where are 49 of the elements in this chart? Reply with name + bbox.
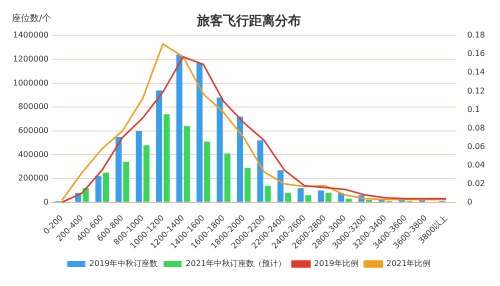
y2-tick-label: 0.06 bbox=[467, 142, 485, 151]
bar bbox=[285, 192, 292, 202]
y2-tick-label: 0.12 bbox=[467, 86, 485, 96]
bar bbox=[277, 170, 284, 202]
legend-label: 2021年比例 bbox=[386, 259, 431, 268]
bar bbox=[244, 168, 251, 202]
legend-label: 2019年比例 bbox=[314, 259, 358, 268]
y-tick-label: 1000000 bbox=[12, 78, 49, 88]
y2-tick-label: 0.02 bbox=[467, 178, 485, 188]
bar bbox=[236, 116, 244, 202]
y2-tick-label: 0.16 bbox=[467, 49, 485, 58]
bar bbox=[224, 154, 230, 202]
bar bbox=[216, 98, 223, 202]
y-tick-label: 800000 bbox=[18, 102, 49, 112]
bar bbox=[136, 130, 142, 202]
bar bbox=[346, 198, 352, 202]
bar bbox=[318, 190, 324, 202]
bar bbox=[305, 195, 312, 202]
y2-tick-label: 0.1 bbox=[467, 104, 480, 114]
bar bbox=[143, 145, 150, 202]
bar bbox=[298, 188, 304, 202]
bar bbox=[123, 162, 130, 202]
bar bbox=[204, 142, 210, 202]
y-tick-label: 600000 bbox=[18, 126, 49, 135]
bar bbox=[264, 186, 271, 202]
y-tick-label: 200000 bbox=[18, 174, 49, 183]
y-tick-label: 400000 bbox=[18, 150, 49, 159]
chart-title: 旅客飞行距离分布 bbox=[196, 13, 301, 30]
y-tick-label: 0 bbox=[44, 197, 49, 206]
bar bbox=[102, 172, 110, 202]
y2-tick-label: 0.14 bbox=[467, 68, 485, 77]
y2-tick-label: 0.18 bbox=[467, 30, 485, 40]
y-tick-label: 1200000 bbox=[12, 54, 49, 64]
legend-label: 2019年中秋订座数 bbox=[89, 259, 158, 268]
y2-tick-label: 0.04 bbox=[467, 160, 485, 170]
bar bbox=[164, 114, 170, 202]
bar bbox=[184, 126, 190, 202]
bar bbox=[176, 54, 182, 202]
bar bbox=[196, 63, 203, 202]
bar bbox=[116, 136, 122, 202]
bar bbox=[325, 192, 332, 202]
y2-tick-label: 0 bbox=[467, 197, 472, 206]
y2-tick-label: 0.08 bbox=[467, 123, 485, 132]
bar bbox=[257, 140, 264, 202]
y-tick-label: 1400000 bbox=[12, 30, 49, 40]
bar bbox=[95, 176, 102, 202]
bar bbox=[156, 90, 162, 202]
legend-label: 2021年中秋订座数（预计） bbox=[186, 259, 286, 268]
y-axis-title: 座位数/个 bbox=[12, 12, 52, 24]
